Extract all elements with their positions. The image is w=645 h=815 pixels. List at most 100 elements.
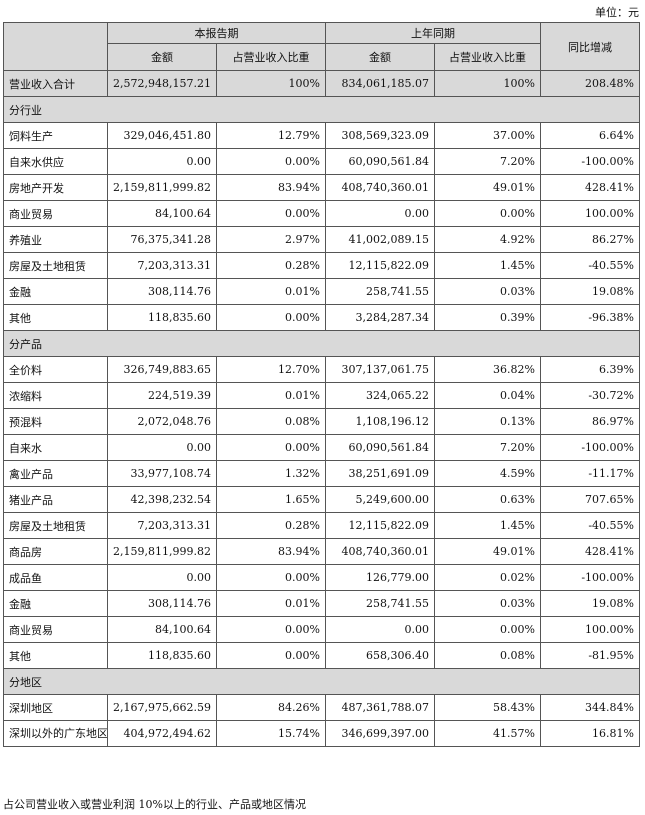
prior-amount: 60,090,561.84 — [325, 434, 435, 461]
prior-amount: 408,740,360.01 — [325, 174, 435, 201]
header-prior-period: 上年同期 — [325, 22, 541, 44]
row-name: 禽业产品 — [3, 460, 108, 487]
table-row: 商业贸易 84,100.64 0.00% 0.00 0.00% 100.00% — [3, 616, 640, 643]
header-blank-cell — [3, 22, 108, 71]
current-amount: 329,046,451.80 — [107, 122, 217, 149]
current-ratio: 0.00% — [216, 200, 326, 227]
current-ratio: 0.28% — [216, 512, 326, 539]
current-amount: 308,114.76 — [107, 590, 217, 617]
current-ratio: 0.28% — [216, 252, 326, 279]
prior-amount: 1,108,196.12 — [325, 408, 435, 435]
current-ratio: 0.01% — [216, 278, 326, 305]
current-ratio: 1.32% — [216, 460, 326, 487]
row-name: 自来水 — [3, 434, 108, 461]
prior-ratio: 0.04% — [434, 382, 541, 409]
table-row: 商品房 2,159,811,999.82 83.94% 408,740,360.01 4… — [3, 538, 640, 565]
section-header-row: 分行业 — [3, 96, 640, 123]
prior-ratio: 1.45% — [434, 252, 541, 279]
yoy-change: 86.97% — [540, 408, 640, 435]
current-ratio: 83.94% — [216, 538, 326, 565]
yoy-change: -30.72% — [540, 382, 640, 409]
current-amount: 118,835.60 — [107, 642, 217, 669]
yoy-change: -100.00% — [540, 148, 640, 175]
yoy-change: 428.41% — [540, 174, 640, 201]
current-amount: 84,100.64 — [107, 616, 217, 643]
current-amount: 7,203,313.31 — [107, 512, 217, 539]
row-name: 房屋及土地租赁 — [3, 512, 108, 539]
current-ratio: 0.00% — [216, 564, 326, 591]
table-row: 房屋及土地租赁 7,203,313.31 0.28% 12,115,822.09 1.4… — [3, 512, 640, 539]
prior-amount: 60,090,561.84 — [325, 148, 435, 175]
prior-amount: 408,740,360.01 — [325, 538, 435, 565]
current-ratio: 12.79% — [216, 122, 326, 149]
total-row: 营业收入合计 2,572,948,157.21 100% 834,061,185… — [3, 70, 640, 97]
prior-amount: 324,065.22 — [325, 382, 435, 409]
current-amount: 326,749,883.65 — [107, 356, 217, 383]
current-amount: 0.00 — [107, 148, 217, 175]
current-ratio: 0.01% — [216, 382, 326, 409]
prior-amount: 658,306.40 — [325, 642, 435, 669]
current-ratio: 0.00% — [216, 434, 326, 461]
yoy-change: 344.84% — [540, 694, 640, 721]
footnote: 占公司营业收入或营业利润 10%以上的行业、产品或地区情况 — [3, 798, 306, 811]
prior-amount: 0.00 — [325, 200, 435, 227]
prior-amount: 41,002,089.15 — [325, 226, 435, 253]
row-name: 商品房 — [3, 538, 108, 565]
header-current-amount: 金额 — [107, 43, 217, 71]
table-row: 商业贸易 84,100.64 0.00% 0.00 0.00% 100.00% — [3, 200, 640, 227]
yoy-change: -81.95% — [540, 642, 640, 669]
current-amount: 76,375,341.28 — [107, 226, 217, 253]
table-row: 其他 118,835.60 0.00% 3,284,287.34 0.39% -96.38… — [3, 304, 640, 331]
prior-ratio: 0.00% — [434, 200, 541, 227]
current-amount: 2,159,811,999.82 — [107, 174, 217, 201]
table-row: 养殖业 76,375,341.28 2.97% 41,002,089.15 4.92% 8… — [3, 226, 640, 253]
yoy-change: 100.00% — [540, 616, 640, 643]
yoy-change: -96.38% — [540, 304, 640, 331]
prior-amount: 0.00 — [325, 616, 435, 643]
prior-ratio: 0.03% — [434, 590, 541, 617]
revenue-table: 本报告期 上年同期 同比增减 金额 占营业收入比重 金额 占营业收入比重 营业收… — [3, 22, 640, 747]
header-prior-amount: 金额 — [325, 43, 435, 71]
table-row: 饲料生产 329,046,451.80 12.79% 308,569,323.09 37… — [3, 122, 640, 149]
table-row: 预混料 2,072,048.76 0.08% 1,108,196.12 0.13% 86.… — [3, 408, 640, 435]
row-name: 浓缩料 — [3, 382, 108, 409]
prior-ratio: 0.02% — [434, 564, 541, 591]
yoy-change: 6.39% — [540, 356, 640, 383]
table-row: 其他 118,835.60 0.00% 658,306.40 0.08% -81.95% — [3, 642, 640, 669]
current-amount: 7,203,313.31 — [107, 252, 217, 279]
header-current-period: 本报告期 — [107, 22, 326, 44]
current-amount: 224,519.39 — [107, 382, 217, 409]
prior-ratio: 49.01% — [434, 538, 541, 565]
yoy-change: 19.08% — [540, 590, 640, 617]
table-row: 自来水 0.00 0.00% 60,090,561.84 7.20% -100.00% — [3, 434, 640, 461]
table-row: 禽业产品 33,977,108.74 1.32% 38,251,691.09 4.59%… — [3, 460, 640, 487]
current-ratio: 100% — [216, 70, 326, 97]
yoy-change: 208.48% — [540, 70, 640, 97]
prior-ratio: 0.03% — [434, 278, 541, 305]
current-amount: 308,114.76 — [107, 278, 217, 305]
table-row: 全价料 326,749,883.65 12.70% 307,137,061.75 36.… — [3, 356, 640, 383]
row-name: 深圳地区 — [3, 694, 108, 721]
prior-ratio: 4.59% — [434, 460, 541, 487]
current-amount: 84,100.64 — [107, 200, 217, 227]
current-ratio: 0.00% — [216, 616, 326, 643]
prior-ratio: 37.00% — [434, 122, 541, 149]
table-row: 房屋及土地租赁 7,203,313.31 0.28% 12,115,822.09 1.4… — [3, 252, 640, 279]
table-row: 深圳地区 2,167,975,662.59 84.26% 487,361,788.07… — [3, 694, 640, 721]
yoy-change: 707.65% — [540, 486, 640, 513]
prior-ratio: 0.08% — [434, 642, 541, 669]
row-name: 饲料生产 — [3, 122, 108, 149]
yoy-change: 19.08% — [540, 278, 640, 305]
prior-ratio: 0.39% — [434, 304, 541, 331]
row-name: 房屋及土地租赁 — [3, 252, 108, 279]
row-name: 猪业产品 — [3, 486, 108, 513]
row-name: 其他 — [3, 642, 108, 669]
current-ratio: 0.00% — [216, 304, 326, 331]
table-row: 深圳以外的广东地区 404,972,494.62 15.74% 346,699,397… — [3, 720, 640, 747]
prior-ratio: 1.45% — [434, 512, 541, 539]
prior-ratio: 7.20% — [434, 148, 541, 175]
current-ratio: 83.94% — [216, 174, 326, 201]
current-amount: 0.00 — [107, 564, 217, 591]
current-ratio: 0.08% — [216, 408, 326, 435]
yoy-change: -40.55% — [540, 252, 640, 279]
